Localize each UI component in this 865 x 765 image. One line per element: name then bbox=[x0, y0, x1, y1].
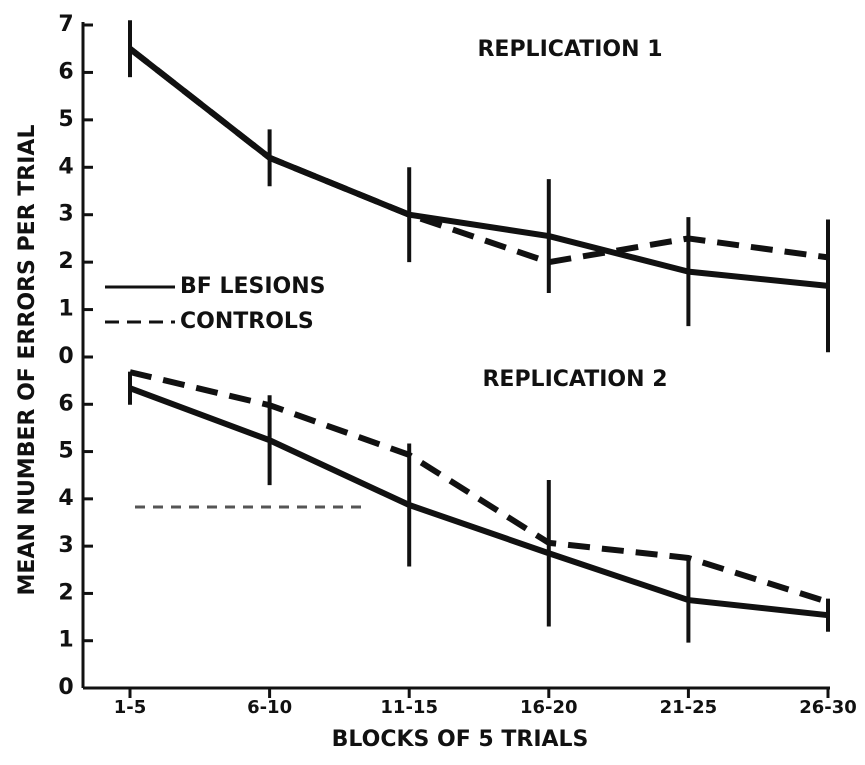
series-line bbox=[128, 46, 829, 266]
y-tick-label: 7 bbox=[58, 12, 73, 37]
x-tick-label: 6-10 bbox=[247, 697, 292, 718]
panel-title: REPLICATION 1 bbox=[477, 37, 662, 62]
y-tick-label: 2 bbox=[58, 580, 73, 605]
legend-label: CONTROLS bbox=[180, 309, 314, 334]
y-tick-label: 5 bbox=[58, 439, 73, 464]
panel-title: REPLICATION 2 bbox=[482, 367, 667, 392]
legend-label: BF LESIONS bbox=[180, 274, 326, 299]
y-tick-label: 3 bbox=[58, 202, 73, 227]
y-tick-label: 6 bbox=[58, 59, 73, 84]
y-axis-label: MEAN NUMBER OF ERRORS PER TRIAL bbox=[15, 125, 40, 596]
y-tick-label: 1 bbox=[58, 628, 73, 653]
y-tick-label: 1 bbox=[58, 297, 73, 322]
y-tick-label: 4 bbox=[58, 486, 73, 511]
y-tick-label: 2 bbox=[58, 249, 73, 274]
series-line bbox=[128, 46, 829, 289]
x-tick-label: 11-15 bbox=[380, 697, 438, 718]
x-axis-label: BLOCKS OF 5 TRIALS bbox=[332, 727, 589, 752]
y-tick-label: 3 bbox=[58, 533, 73, 558]
series-line bbox=[128, 385, 829, 619]
y-tick-label: 0 bbox=[58, 344, 73, 369]
y-tick-label: 6 bbox=[58, 391, 73, 416]
y-tick-label: 4 bbox=[58, 154, 73, 179]
x-tick-label: 21-25 bbox=[660, 697, 718, 718]
x-tick-label: 16-20 bbox=[520, 697, 578, 718]
y-tick-label: 0 bbox=[58, 675, 73, 700]
y-tick-label: 5 bbox=[58, 107, 73, 132]
x-tick-label: 1-5 bbox=[114, 697, 147, 718]
x-tick-label: 26-30 bbox=[799, 697, 857, 718]
series-line bbox=[129, 369, 829, 605]
